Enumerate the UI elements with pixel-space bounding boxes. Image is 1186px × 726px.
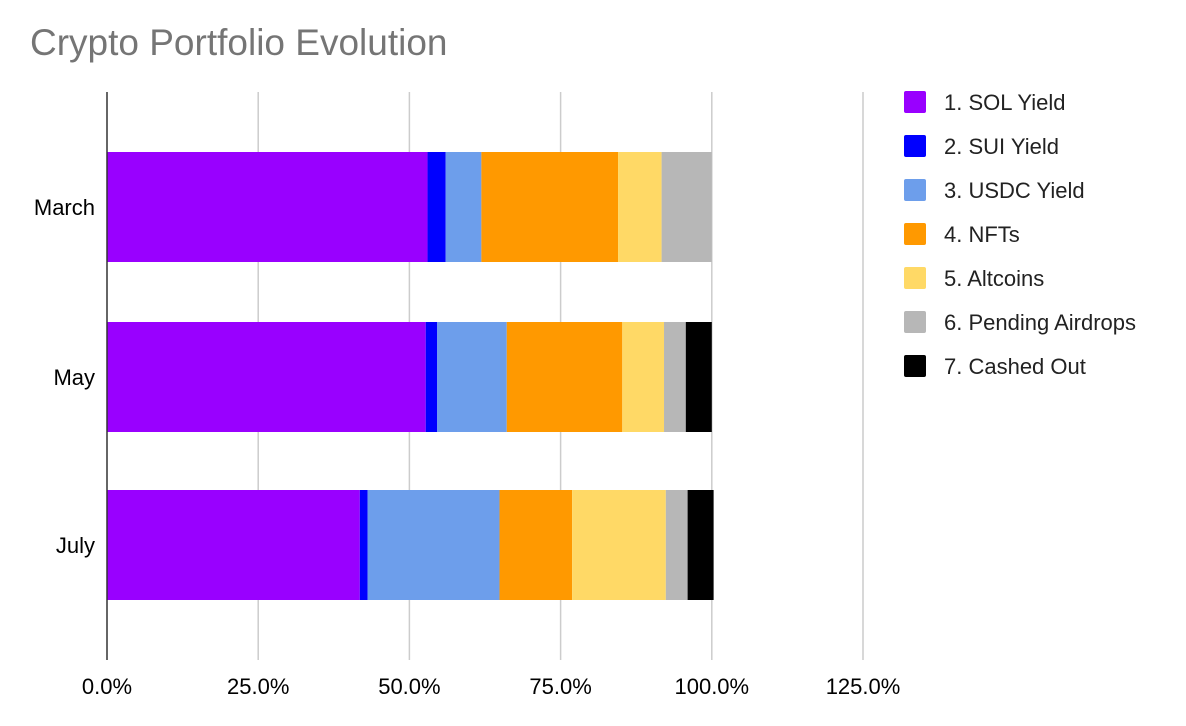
legend-swatch	[904, 267, 926, 289]
axes: 0.0% 25.0% 50.0% 75.0% 100.0% 125.0% March May J…	[34, 92, 900, 699]
legend: 1. SOL Yield 2. SUI Yield 3. USDC Yield 4. …	[904, 90, 1136, 379]
bar-segment	[481, 152, 619, 262]
chart-title: Crypto Portfolio Evolution	[30, 22, 448, 63]
bar-segment	[107, 490, 360, 600]
bar-segment	[572, 490, 666, 600]
bar-segment	[427, 152, 446, 262]
bar-segment	[665, 490, 688, 600]
bar-segment	[685, 322, 712, 432]
bar-segment	[506, 322, 623, 432]
legend-label: 4. NFTs	[944, 222, 1020, 247]
legend-label: 2. SUI Yield	[944, 134, 1059, 159]
bar-segment	[445, 152, 482, 262]
legend-swatch	[904, 179, 926, 201]
legend-label: 5. Altcoins	[944, 266, 1044, 291]
y-category-label: March	[34, 195, 95, 220]
bar-segment	[687, 490, 714, 600]
bars	[107, 152, 714, 600]
bar-segment	[618, 152, 662, 262]
legend-label: 3. USDC Yield	[944, 178, 1085, 203]
legend-swatch	[904, 223, 926, 245]
legend-label: 1. SOL Yield	[944, 90, 1065, 115]
y-category-label: July	[56, 533, 95, 558]
x-tick-label: 50.0%	[378, 674, 440, 699]
bar-segment	[499, 490, 573, 600]
bar-segment	[107, 322, 426, 432]
x-tick-label: 75.0%	[529, 674, 591, 699]
legend-swatch	[904, 311, 926, 333]
bar-segment	[437, 322, 507, 432]
legend-label: 7. Cashed Out	[944, 354, 1086, 379]
bar-segment	[622, 322, 665, 432]
bar-segment	[425, 322, 438, 432]
bar-segment	[367, 490, 500, 600]
bar-segment	[107, 152, 428, 262]
x-tick-label: 100.0%	[674, 674, 749, 699]
bar-segment	[664, 322, 686, 432]
legend-label: 6. Pending Airdrops	[944, 310, 1136, 335]
bar-segment	[359, 490, 368, 600]
y-category-label: May	[53, 365, 95, 390]
legend-swatch	[904, 355, 926, 377]
bar-segment	[661, 152, 712, 262]
x-tick-label: 125.0%	[826, 674, 901, 699]
x-tick-label: 25.0%	[227, 674, 289, 699]
legend-swatch	[904, 91, 926, 113]
legend-swatch	[904, 135, 926, 157]
x-tick-label: 0.0%	[82, 674, 132, 699]
